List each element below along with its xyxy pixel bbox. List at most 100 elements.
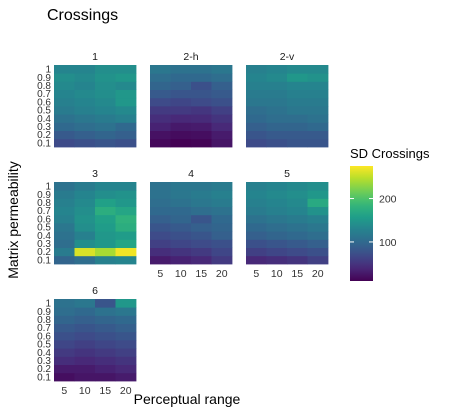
heatmap-cell-2-v-y0.7-x20 bbox=[307, 89, 329, 99]
heatmap-cell-5-y0.5-x15 bbox=[287, 223, 308, 232]
heatmap-cell-1-y0.1-x10 bbox=[74, 138, 96, 148]
heatmap-cell-5-y0.4-x15 bbox=[287, 231, 308, 240]
heatmap-cell-1-y0.1-x5 bbox=[54, 138, 75, 148]
heatmap-cell-2-v-y0.6-x20 bbox=[307, 97, 329, 107]
heatmap-cell-1-y0.9-x10 bbox=[74, 73, 96, 82]
heatmap-cell-4-y0.5-x20 bbox=[211, 223, 233, 232]
heatmap-cell-1-y0.7-x15 bbox=[95, 89, 116, 99]
legend-colorbar bbox=[350, 166, 373, 281]
heatmap-cell-5-y0.1-x20 bbox=[307, 255, 329, 265]
heatmap-cell-5-y0.6-x20 bbox=[307, 214, 329, 224]
panel-label-5: 5 bbox=[284, 168, 290, 180]
heatmap-cell-1-y0.9-x15 bbox=[95, 73, 116, 82]
heatmap-cell-4-y0.5-x5 bbox=[150, 223, 171, 232]
heatmap-cell-2-h-y0.2-x15 bbox=[191, 130, 212, 140]
heatmap-cell-2-v-y0.4-x10 bbox=[266, 114, 288, 123]
heatmap-cell-5-y0.2-x5 bbox=[246, 247, 267, 257]
heatmap-cell-3-y0.7-x10 bbox=[74, 206, 96, 216]
y-tick-label: 1 bbox=[45, 65, 51, 76]
heatmap-cell-2-v-y1-x5 bbox=[246, 65, 267, 74]
heatmap-cell-3-y0.2-x15 bbox=[95, 247, 116, 257]
panel-2-v: 2-v bbox=[246, 51, 329, 148]
heatmap-cell-4-y0.8-x20 bbox=[211, 198, 233, 207]
heatmap-cell-3-y0.2-x10 bbox=[74, 247, 96, 257]
heatmap-cell-4-y0.4-x20 bbox=[211, 231, 233, 240]
heatmap-cell-2-v-y0.6-x5 bbox=[246, 97, 267, 107]
heatmap-cell-5-y0.1-x5 bbox=[246, 255, 267, 265]
x-tick-label: 20 bbox=[312, 268, 324, 280]
heatmap-cell-2-v-y0.2-x5 bbox=[246, 130, 267, 140]
y-tick-label: 0.3 bbox=[37, 239, 51, 250]
heatmap-cell-1-y0.7-x10 bbox=[74, 89, 96, 99]
heatmap-cell-2-h-y0.3-x5 bbox=[150, 122, 171, 131]
heatmap-cell-1-y0.3-x5 bbox=[54, 122, 75, 131]
panel-6: 60.10.20.30.40.50.60.70.80.915 10 15 20 bbox=[37, 285, 137, 397]
heatmap-cell-5-y1-x5 bbox=[246, 182, 267, 191]
heatmap-cell-2-v-y0.4-x20 bbox=[307, 114, 329, 123]
heatmap-cell-6-y0.4-x5 bbox=[54, 348, 75, 357]
heatmap-cell-2-v-y1-x20 bbox=[307, 65, 329, 74]
heatmap-cell-1-y0.2-x20 bbox=[115, 130, 137, 140]
heatmap-cell-3-y0.3-x5 bbox=[54, 239, 75, 248]
heatmap-cell-2-h-y0.9-x20 bbox=[211, 73, 233, 82]
heatmap-cell-3-y0.5-x15 bbox=[95, 223, 116, 232]
heatmap-cell-2-h-y0.5-x15 bbox=[191, 106, 212, 115]
heatmap-cell-5-y0.3-x5 bbox=[246, 239, 267, 248]
heatmap-cell-3-y0.4-x5 bbox=[54, 231, 75, 240]
heatmap-cell-4-y0.9-x15 bbox=[191, 190, 212, 199]
heatmap-cell-2-h-y0.7-x5 bbox=[150, 89, 171, 99]
heatmap-cell-6-y0.7-x15 bbox=[95, 323, 116, 333]
heatmap-cell-1-y0.2-x10 bbox=[74, 130, 96, 140]
heatmap-cell-1-y0.4-x5 bbox=[54, 114, 75, 123]
heatmap-cell-3-y0.1-x15 bbox=[95, 255, 116, 265]
x-tick-label: 10 bbox=[271, 268, 283, 280]
x-axis-title: Perceptual range bbox=[134, 391, 241, 407]
heatmap-cell-2-v-y0.3-x5 bbox=[246, 122, 267, 131]
y-tick-label: 0.8 bbox=[37, 315, 51, 326]
heatmap-cell-5-y0.5-x20 bbox=[307, 223, 329, 232]
heatmap-cell-6-y0.9-x20 bbox=[115, 307, 137, 316]
heatmap-cell-6-y0.5-x5 bbox=[54, 340, 75, 349]
y-tick-label: 0.4 bbox=[37, 231, 51, 242]
heatmap-cell-2-h-y0.1-x10 bbox=[170, 138, 192, 148]
heatmap-cell-6-y0.2-x20 bbox=[115, 364, 137, 374]
legend-tick-label: 200 bbox=[379, 194, 397, 206]
heatmap-cell-1-y0.5-x20 bbox=[115, 106, 137, 115]
y-tick-label: 0.7 bbox=[37, 89, 51, 100]
heatmap-cell-2-v-y0.9-x20 bbox=[307, 73, 329, 82]
heatmap-cell-2-v-y0.4-x5 bbox=[246, 114, 267, 123]
heatmap-cell-6-y0.2-x5 bbox=[54, 364, 75, 374]
heatmap-cell-3-y0.5-x20 bbox=[115, 223, 137, 232]
heatmap-cell-6-y0.2-x10 bbox=[74, 364, 96, 374]
heatmap-cell-3-y0.4-x20 bbox=[115, 231, 137, 240]
heatmap-cell-2-h-y0.8-x20 bbox=[211, 81, 233, 90]
heatmap-cell-2-h-y0.2-x10 bbox=[170, 130, 192, 140]
heatmap-cell-4-y0.9-x10 bbox=[170, 190, 192, 199]
heatmap-cell-2-h-y0.7-x20 bbox=[211, 89, 233, 99]
x-tick-label: 5 bbox=[61, 385, 67, 397]
heatmap-cell-2-h-y0.6-x20 bbox=[211, 97, 233, 107]
heatmap-cell-2-v-y0.1-x15 bbox=[287, 138, 308, 148]
heatmap-cell-3-y0.9-x10 bbox=[74, 190, 96, 199]
heatmap-cell-4-y0.7-x5 bbox=[150, 206, 171, 216]
heatmap-cell-1-y1-x5 bbox=[54, 65, 75, 74]
heatmap-cell-2-h-y1-x20 bbox=[211, 65, 233, 74]
heatmap-cell-4-y0.3-x15 bbox=[191, 239, 212, 248]
heatmap-cell-1-y0.7-x20 bbox=[115, 89, 137, 99]
heatmap-cell-3-y0.3-x20 bbox=[115, 239, 137, 248]
heatmap-cell-3-y0.7-x15 bbox=[95, 206, 116, 216]
heatmap-cell-6-y0.6-x20 bbox=[115, 331, 137, 341]
heatmap-cell-5-y0.9-x15 bbox=[287, 190, 308, 199]
heatmap-cell-4-y0.2-x15 bbox=[191, 247, 212, 257]
heatmap-cell-3-y0.7-x20 bbox=[115, 206, 137, 216]
heatmap-cell-3-y0.2-x5 bbox=[54, 247, 75, 257]
heatmap-cell-5-y0.8-x5 bbox=[246, 198, 267, 207]
heatmap-cell-2-h-y0.7-x15 bbox=[191, 89, 212, 99]
heatmap-cell-3-y0.4-x10 bbox=[74, 231, 96, 240]
y-tick-label: 0.6 bbox=[37, 214, 51, 225]
panel-1: 10.10.20.30.40.50.60.70.80.91 bbox=[37, 51, 137, 149]
heatmap-cell-4-y0.8-x5 bbox=[150, 198, 171, 207]
panel-label-2-v: 2-v bbox=[280, 51, 295, 63]
heatmap-cell-1-y0.6-x15 bbox=[95, 97, 116, 107]
heatmap-cell-2-h-y0.4-x5 bbox=[150, 114, 171, 123]
